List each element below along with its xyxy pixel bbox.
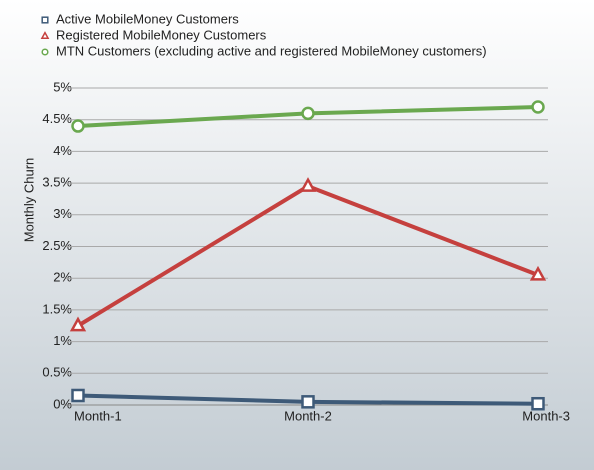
data-point xyxy=(531,100,545,114)
data-point xyxy=(529,265,547,281)
x-tick-label: Month-1 xyxy=(74,408,122,423)
legend-marker xyxy=(40,31,50,39)
y-tick-label: 2% xyxy=(53,270,72,285)
data-point xyxy=(71,388,85,403)
legend-marker xyxy=(41,48,49,56)
y-tick-label: 4% xyxy=(53,143,72,158)
y-tick-label: 4.5% xyxy=(42,111,72,126)
data-point xyxy=(301,106,315,121)
legend-marker xyxy=(41,16,49,24)
legend-label: MTN Customers (excluding active and regi… xyxy=(56,43,487,58)
y-tick-label: 0% xyxy=(53,396,72,411)
legend-label: Active MobileMoney Customers xyxy=(56,11,239,26)
y-tick-label: 1% xyxy=(53,333,72,348)
y-tick-label: 5% xyxy=(53,79,72,94)
data-point xyxy=(531,396,545,411)
y-tick-label: 3.5% xyxy=(42,175,72,190)
x-tick-label: Month-3 xyxy=(522,408,570,423)
y-tick-label: 3% xyxy=(53,206,72,221)
data-point xyxy=(71,119,85,133)
y-tick-label: 1.5% xyxy=(42,301,72,316)
y-tick-label: 2.5% xyxy=(42,238,72,253)
y-tick-label: 0.5% xyxy=(42,365,72,380)
data-point xyxy=(301,395,315,409)
legend-label: Registered MobileMoney Customers xyxy=(56,27,267,42)
x-tick-label: Month-2 xyxy=(284,408,332,423)
y-axis-label: Monthly Churn xyxy=(21,158,36,243)
data-point xyxy=(69,316,87,332)
data-point xyxy=(299,177,317,192)
